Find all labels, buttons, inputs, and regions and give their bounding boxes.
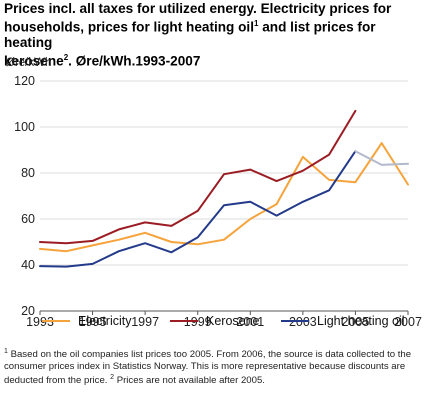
y-tick-label: 100 bbox=[14, 120, 35, 134]
title-line-1: Prices incl. all taxes for utilized ener… bbox=[4, 1, 392, 16]
y-axis-ticks: 20 40 60 80 100 120 bbox=[14, 74, 35, 318]
y-tick-label: 120 bbox=[14, 74, 35, 88]
y-axis-unit-label: Øre/kWh bbox=[6, 57, 51, 69]
legend-swatch-light-heating-oil bbox=[281, 320, 309, 322]
x-tick-label: 1997 bbox=[131, 315, 159, 329]
title-line-3: kerosene bbox=[4, 53, 64, 69]
legend-item-electricity: Electricity bbox=[42, 314, 131, 328]
title-line-2-end: and list prices for heating bbox=[4, 19, 376, 50]
legend-label-light-heating-oil: Light heating oil bbox=[317, 314, 405, 328]
legend: Electricity Kerosene Light heating oil bbox=[0, 314, 426, 336]
y-tick-label: 40 bbox=[21, 258, 35, 272]
footnote-2: Prices are not available after 2005. bbox=[114, 375, 265, 387]
x-tick-label: 2005 bbox=[342, 315, 370, 329]
title-line-3-end: . Øre/kWh.1993-2007 bbox=[68, 53, 201, 69]
series-line-electricity bbox=[39, 142, 409, 253]
x-tick-label: 2007 bbox=[394, 315, 422, 329]
x-axis-ticks: 1993 1995 1997 1999 2001 2003 2005 2007 bbox=[26, 311, 422, 329]
grid-lines bbox=[40, 80, 408, 312]
title-footnote-mark-2: 2 bbox=[63, 52, 69, 62]
chart-title: Prices incl. all taxes for utilized ener… bbox=[4, 1, 422, 68]
footnote-mark-2: 2 bbox=[110, 374, 115, 382]
title-footnote-mark-1: 1 bbox=[254, 19, 259, 28]
series-line-continuation bbox=[354, 150, 409, 166]
legend-item-light-heating-oil: Light heating oil bbox=[281, 314, 405, 328]
legend-swatch-kerosene bbox=[170, 320, 198, 322]
legend-label-electricity: Electricity bbox=[78, 314, 132, 328]
y-tick-label: 20 bbox=[21, 304, 35, 318]
series-line-kerosene bbox=[39, 109, 357, 245]
y-tick-label: 60 bbox=[21, 212, 35, 226]
line-chart: 20 40 60 80 100 120 1993 1995 1997 1999 2001 2003 2… bbox=[6, 57, 422, 329]
series-lines bbox=[39, 109, 409, 268]
footnote-mark-1: 1 bbox=[4, 348, 8, 355]
legend-item-kerosene: Kerosene bbox=[170, 314, 260, 328]
footnote-1: Based on the oil companies list prices t… bbox=[4, 349, 412, 387]
x-tick-label: 1993 bbox=[26, 315, 54, 329]
x-tick-label: 1995 bbox=[79, 315, 107, 329]
x-tick-label: 2003 bbox=[289, 315, 317, 329]
title-line-2: households, prices for light heating oil bbox=[4, 19, 254, 35]
legend-swatch-electricity bbox=[42, 320, 70, 322]
footnotes: 1 Based on the oil companies list prices… bbox=[4, 346, 422, 387]
legend-label-kerosene: Kerosene bbox=[206, 314, 260, 328]
series-line-light-heating-oil bbox=[39, 150, 357, 268]
y-tick-label: 80 bbox=[21, 166, 35, 180]
x-tick-label: 1999 bbox=[184, 315, 212, 329]
x-tick-label: 2001 bbox=[236, 315, 264, 329]
